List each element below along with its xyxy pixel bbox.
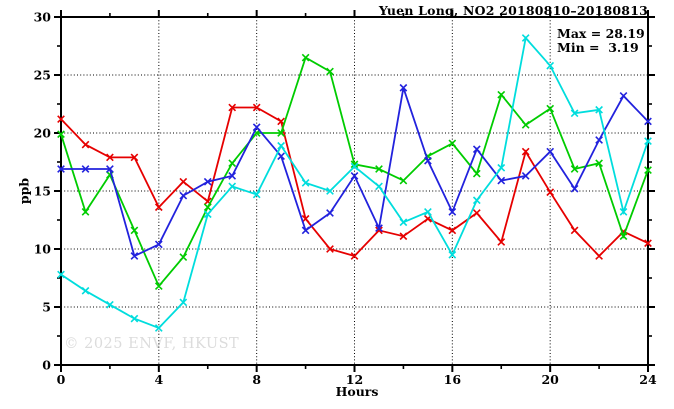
series-blue: [57, 83, 652, 260]
svg-text:0: 0: [57, 372, 66, 387]
svg-text:16: 16: [444, 372, 462, 387]
series-green-markers: [57, 53, 652, 290]
y-tick-labels: 0 5 10 15 20 25 30: [34, 10, 52, 373]
series-green: [57, 53, 652, 290]
svg-text:25: 25: [34, 68, 51, 83]
stats-box: Max = 28.19 Min = 3.19: [557, 27, 645, 55]
x-tick-labels: 0 4 8 12 16 20 24: [57, 372, 657, 387]
plot-frame: [60, 16, 649, 366]
svg-text:12: 12: [346, 372, 363, 387]
svg-text:10: 10: [34, 242, 52, 257]
svg-text:4: 4: [154, 372, 163, 387]
watermark: © 2025 ENVF, HKUST: [64, 336, 240, 352]
svg-text:30: 30: [34, 10, 52, 25]
svg-text:20: 20: [541, 372, 559, 387]
y-axis-label: ppb: [16, 177, 32, 205]
series-red-markers: [57, 103, 652, 260]
svg-text:24: 24: [639, 372, 657, 387]
series-cyan: [57, 34, 652, 332]
svg-text:8: 8: [252, 372, 261, 387]
axis-ticks: [54, 10, 655, 372]
series-red: [57, 103, 652, 260]
svg-text:15: 15: [34, 184, 51, 199]
svg-text:20: 20: [34, 126, 52, 141]
gridlines: [61, 17, 648, 365]
x-axis-label: Hours: [335, 384, 379, 399]
series-blue-markers: [57, 83, 652, 260]
min-value-label: Min = 3.19: [557, 40, 639, 55]
series-cyan-markers: [57, 34, 652, 332]
svg-text:5: 5: [42, 300, 51, 315]
max-value-label: Max = 28.19: [557, 26, 645, 41]
chart-title: Yuen Long, NO2 20180810–20180813: [378, 3, 648, 18]
svg-text:0: 0: [42, 358, 51, 373]
